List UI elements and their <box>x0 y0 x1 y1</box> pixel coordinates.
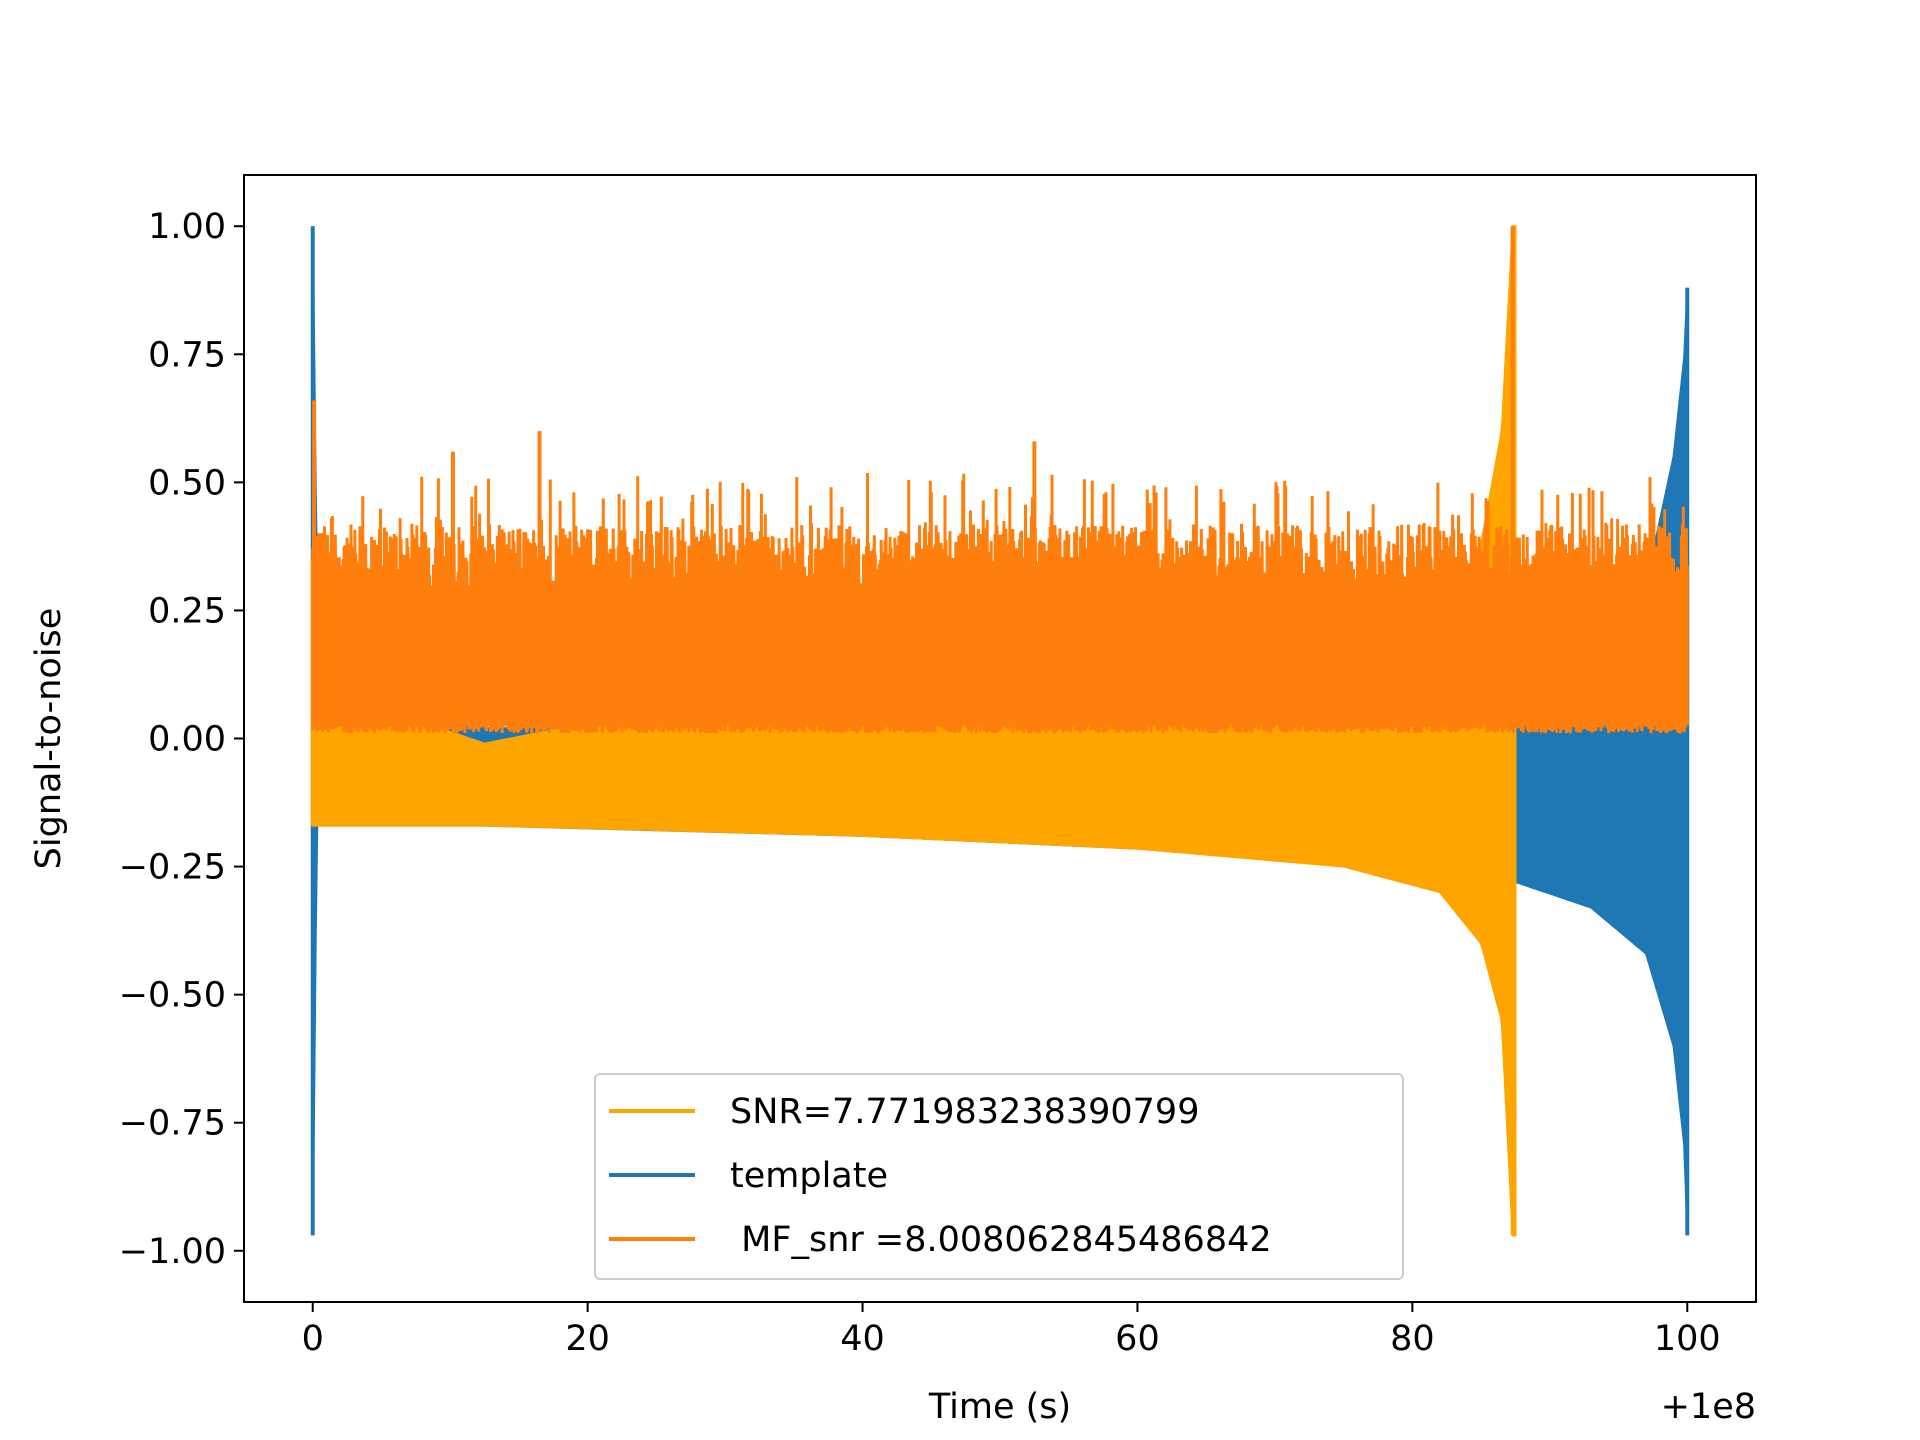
y-tick-label: 0.50 <box>148 463 226 503</box>
legend-label-snr: SNR=7.771983238390799 <box>730 1092 1199 1132</box>
y-tick-label: −0.50 <box>119 976 226 1016</box>
x-axis-label: Time (s) <box>928 1387 1071 1427</box>
x-tick-label: 100 <box>1654 1319 1721 1359</box>
legend-box <box>594 1073 1404 1280</box>
series-mf-snr <box>311 473 1689 734</box>
x-tick-label: 60 <box>1115 1319 1160 1359</box>
legend: SNR=7.771983238390799 template MF_snr =8… <box>594 1073 1404 1280</box>
y-tick-label: −0.25 <box>119 848 226 888</box>
y-tick-label: 0.00 <box>148 720 226 760</box>
x-tick-label: 40 <box>840 1319 885 1359</box>
x-tick-label: 20 <box>565 1319 610 1359</box>
y-tick-label: 1.00 <box>148 207 226 247</box>
plot-area <box>310 225 1690 1237</box>
x-tick-label: 0 <box>302 1319 324 1359</box>
x-axis-offset-label: +1e8 <box>1661 1387 1756 1427</box>
y-tick-label: 0.25 <box>148 591 226 631</box>
y-tick-label: −1.00 <box>119 1232 226 1272</box>
y-axis-label: Signal-to-noise <box>29 608 69 870</box>
legend-label-mf-snr: MF_snr =8.008062845486842 <box>730 1220 1272 1260</box>
x-tick-label: 80 <box>1390 1319 1435 1359</box>
y-tick-label: −0.75 <box>119 1104 226 1144</box>
axis-ticks: 0 20 40 60 80 100 1.00 0.75 0.50 0.25 0.00 −0.25 −0.… <box>119 207 1721 1359</box>
legend-label-template: template <box>730 1156 888 1196</box>
y-tick-label: 0.75 <box>148 335 226 375</box>
